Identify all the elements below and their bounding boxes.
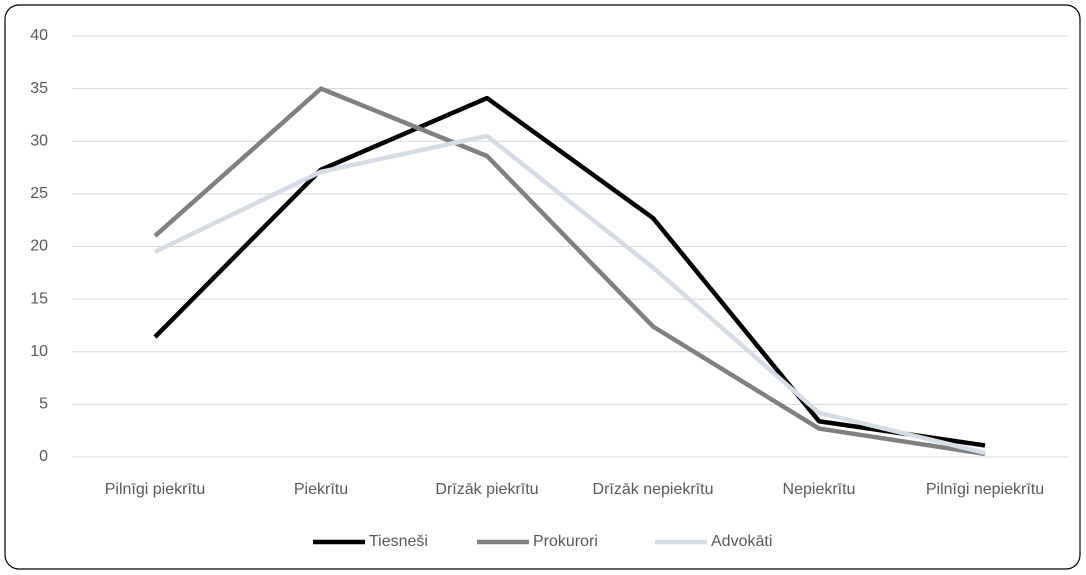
x-tick-label: Pilnīgi nepiekrītu (926, 481, 1044, 498)
x-tick-label: Piekrītu (294, 481, 348, 498)
y-tick-label: 15 (30, 290, 48, 307)
y-tick-label: 5 (39, 396, 48, 413)
series-line (153, 95, 986, 448)
legend-label: Tiesneši (369, 533, 428, 550)
series-line (154, 133, 986, 455)
y-tick-label: 40 (30, 27, 48, 44)
series-line (153, 86, 986, 457)
y-tick-label: 25 (30, 185, 48, 202)
y-tick-label: 0 (39, 448, 48, 465)
y-tick-label: 30 (30, 132, 48, 149)
y-tick-label: 10 (30, 343, 48, 360)
legend-label: Prokurori (533, 533, 598, 550)
x-tick-label: Nepiekrītu (783, 481, 856, 498)
x-tick-label: Drīzāk piekrītu (435, 481, 538, 498)
legend-label: Advokāti (711, 533, 772, 550)
y-tick-label: 35 (30, 80, 48, 97)
x-tick-label: Drīzāk nepiekrītu (593, 481, 714, 498)
x-tick-label: Pilnīgi piekrītu (105, 481, 206, 498)
y-tick-label: 20 (30, 238, 48, 255)
chart-frame (4, 4, 1081, 570)
